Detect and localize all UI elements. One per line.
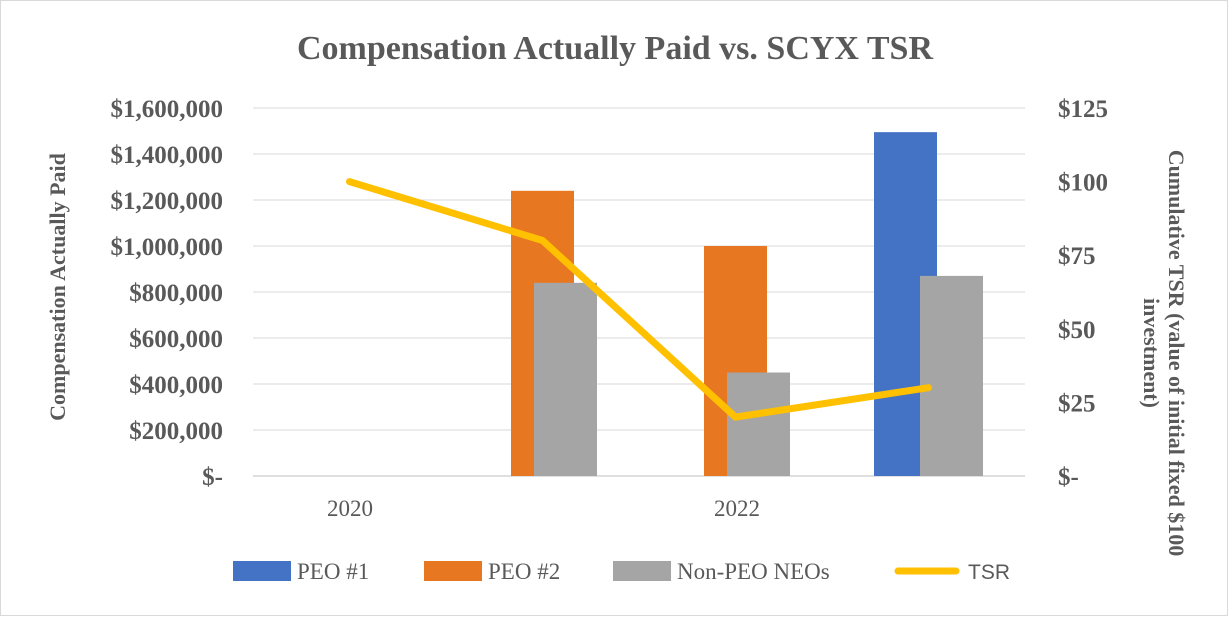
bars (511, 132, 983, 477)
bar (727, 372, 790, 476)
x-axis-ticks: 2020 2022 (327, 496, 760, 521)
legend: PEO #1 PEO #2 Non-PEO NEOs TSR (233, 559, 1010, 584)
y-axis-title: Compensation Actually Paid (45, 153, 70, 421)
y2-tick-label: $125 (1058, 96, 1108, 123)
chart-title: Compensation Actually Paid vs. SCYX TSR (297, 30, 933, 67)
y-tick-label: $1,600,000 (111, 96, 224, 123)
y2-axis-title-line2: investment) (1139, 298, 1164, 408)
legend-label: PEO #2 (488, 559, 560, 584)
tsr-line (346, 178, 932, 421)
y2-axis-ticks: $- $25 $50 $75 $100 $125 (1058, 96, 1108, 491)
y2-tick-label: $75 (1058, 243, 1096, 270)
y-tick-label: $1,000,000 (111, 234, 224, 261)
x-tick-label: 2020 (327, 496, 373, 521)
y-tick-label: $400,000 (129, 372, 223, 399)
legend-swatch (233, 561, 291, 581)
legend-swatch (613, 561, 671, 581)
y2-tick-label: $100 (1058, 170, 1108, 197)
y-tick-label: $600,000 (129, 326, 223, 353)
legend-label: TSR (968, 561, 1010, 584)
bar (534, 282, 597, 476)
y-tick-label: $200,000 (129, 418, 223, 445)
bar (920, 275, 983, 476)
legend-label: Non-PEO NEOs (677, 559, 830, 584)
gridlines (253, 107, 1025, 477)
tsr-line-group (346, 178, 932, 421)
y-tick-label: $- (202, 464, 223, 491)
y2-tick-label: $50 (1058, 317, 1096, 344)
legend-swatch (424, 561, 482, 581)
legend-label: PEO #1 (297, 559, 369, 584)
y-axis-ticks: $- $200,000 $400,000 $600,000 $800,000 $1,000… (111, 96, 224, 491)
y-tick-label: $1,400,000 (111, 142, 224, 169)
x-tick-label: 2022 (714, 496, 760, 521)
y2-tick-label: $- (1058, 464, 1079, 491)
y-tick-label: $1,200,000 (111, 188, 224, 215)
y2-tick-label: $25 (1058, 390, 1096, 417)
y2-axis-title-line1: Cumulative TSR (value of initial fixed $… (1164, 150, 1189, 557)
y-tick-label: $800,000 (129, 280, 223, 307)
